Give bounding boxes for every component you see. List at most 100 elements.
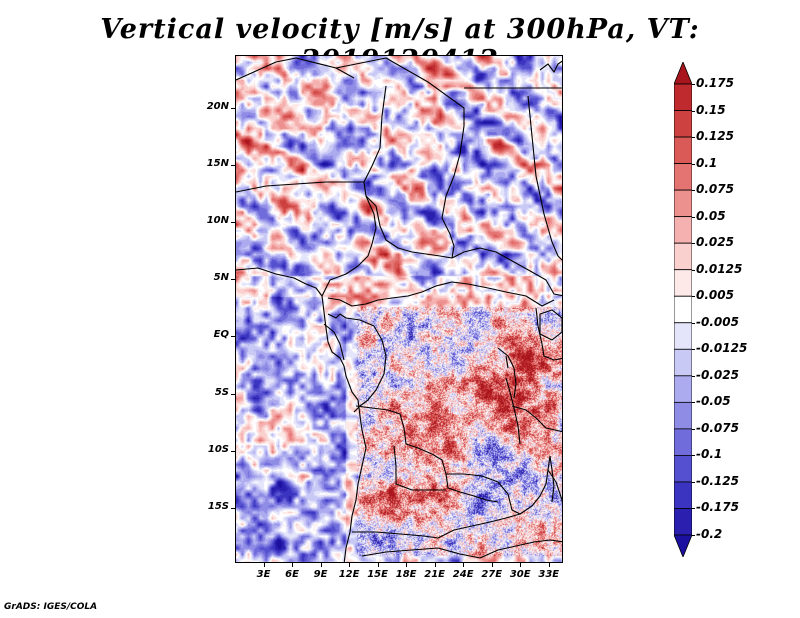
border-niger-nigeria bbox=[236, 181, 364, 193]
border-tanzania bbox=[511, 405, 562, 433]
lake-kivu bbox=[505, 355, 509, 369]
border-gabon-congo bbox=[323, 313, 345, 361]
lat-label: 20N bbox=[206, 100, 229, 112]
border-cameroon-chad bbox=[375, 205, 453, 259]
lake-tanganyika bbox=[505, 377, 521, 445]
lat-tick bbox=[231, 508, 235, 510]
colorbar-tick bbox=[692, 428, 695, 430]
colorbar-label: 0.0125 bbox=[696, 261, 743, 276]
colorbar-tick bbox=[692, 508, 695, 510]
colorbar-label: 0.175 bbox=[696, 76, 734, 90]
colorbar-tick bbox=[692, 243, 695, 245]
colorbar-bottom-arrow bbox=[674, 534, 692, 557]
colorbar-tick bbox=[692, 110, 695, 112]
lat-label: 15S bbox=[207, 501, 229, 513]
colorbar-label: 0.125 bbox=[696, 129, 734, 144]
border-libya-chad bbox=[335, 57, 465, 126]
border-sudan-east bbox=[527, 95, 562, 261]
border-congo-drc bbox=[339, 313, 387, 413]
colorbar-tick bbox=[692, 84, 695, 85]
colorbar-label: -0.005 bbox=[696, 314, 739, 329]
lat-label: EQ bbox=[213, 329, 229, 341]
lon-tick bbox=[491, 563, 493, 567]
colorbar-bin bbox=[674, 269, 692, 297]
lon-tick bbox=[349, 563, 351, 567]
colorbar-bin bbox=[674, 110, 692, 138]
lat-label: 10N bbox=[206, 215, 229, 227]
colorbar-bin bbox=[674, 455, 692, 483]
lake-malawi bbox=[549, 455, 555, 503]
colorbar-bin bbox=[674, 242, 692, 271]
lon-tick bbox=[463, 563, 465, 567]
border-car-south bbox=[327, 281, 555, 307]
colorbar-label: -0.05 bbox=[696, 394, 731, 409]
colorbar-bin bbox=[674, 189, 692, 218]
border-south-sudan bbox=[451, 247, 562, 297]
colorbar-label: 0.15 bbox=[696, 102, 726, 117]
border-algeria-niger bbox=[236, 57, 355, 81]
colorbar-tick bbox=[692, 402, 695, 404]
colorbar-label: -0.025 bbox=[696, 367, 739, 382]
colorbar-label: -0.175 bbox=[696, 500, 739, 515]
border-zimbabwe bbox=[479, 539, 562, 559]
lon-label: 21E bbox=[424, 569, 446, 580]
colorbar-bin bbox=[674, 428, 692, 456]
colorbar-label: 0.025 bbox=[696, 235, 734, 250]
lon-tick bbox=[292, 563, 294, 567]
lon-label: 3E bbox=[256, 569, 271, 580]
lon-tick bbox=[548, 563, 550, 567]
colorbar-label: -0.2 bbox=[696, 527, 723, 541]
colorbar-top-arrow bbox=[674, 62, 692, 85]
grads-credit: GrADS: IGES/COLA bbox=[4, 602, 98, 612]
colorbar-tick bbox=[692, 296, 695, 298]
lat-tick bbox=[231, 107, 235, 109]
colorbar-bin bbox=[674, 322, 692, 350]
lon-tick bbox=[406, 563, 408, 567]
border-malawi bbox=[531, 455, 551, 507]
colorbar-tick bbox=[692, 163, 695, 165]
lon-tick bbox=[320, 563, 322, 567]
border-niger-chad bbox=[363, 85, 387, 207]
lon-tick bbox=[434, 563, 436, 567]
border-zambia-drc bbox=[446, 473, 521, 515]
border-east-lakes bbox=[535, 307, 562, 361]
colorbar-label: 0.005 bbox=[696, 288, 734, 303]
colorbar-tick bbox=[692, 349, 695, 351]
coastline-west-africa bbox=[236, 267, 367, 562]
lon-label: 18E bbox=[395, 569, 417, 580]
country-borders bbox=[236, 57, 562, 562]
lon-tick bbox=[263, 563, 265, 567]
colorbar-tick bbox=[692, 535, 695, 536]
lat-tick bbox=[231, 279, 235, 281]
colorbar-label: -0.125 bbox=[696, 473, 739, 488]
colorbar-bin bbox=[674, 375, 692, 403]
colorbar-bin bbox=[674, 216, 692, 244]
lat-tick bbox=[231, 222, 235, 224]
colorbar-bin bbox=[674, 83, 692, 111]
lat-tick bbox=[231, 393, 235, 395]
colorbar-label: -0.075 bbox=[696, 420, 739, 435]
colorbar-bin bbox=[674, 163, 692, 191]
colorbar-bin bbox=[674, 508, 692, 536]
colorbar-label: 0.05 bbox=[696, 208, 726, 223]
border-angola-namibia bbox=[352, 531, 439, 539]
colorbar-tick bbox=[692, 322, 695, 324]
lat-label: 15N bbox=[206, 157, 229, 169]
colorbar-tick bbox=[692, 190, 695, 192]
border-namibia-botswana bbox=[361, 547, 481, 559]
border-rwanda-burundi bbox=[497, 347, 517, 399]
lon-label: 33E bbox=[538, 569, 560, 580]
border-zambia bbox=[437, 505, 533, 539]
colorbar-bin bbox=[674, 481, 692, 509]
colorbar bbox=[674, 62, 692, 557]
lon-tick bbox=[377, 563, 379, 567]
lat-tick bbox=[231, 450, 235, 452]
colorbar-bin bbox=[674, 348, 692, 377]
lon-label: 6E bbox=[285, 569, 299, 580]
colorbar-tick bbox=[692, 375, 695, 377]
colorbar-bin bbox=[674, 295, 692, 324]
border-angola-zambia bbox=[393, 445, 446, 491]
lake-victoria bbox=[539, 309, 562, 341]
border-drc-angola bbox=[355, 405, 499, 503]
